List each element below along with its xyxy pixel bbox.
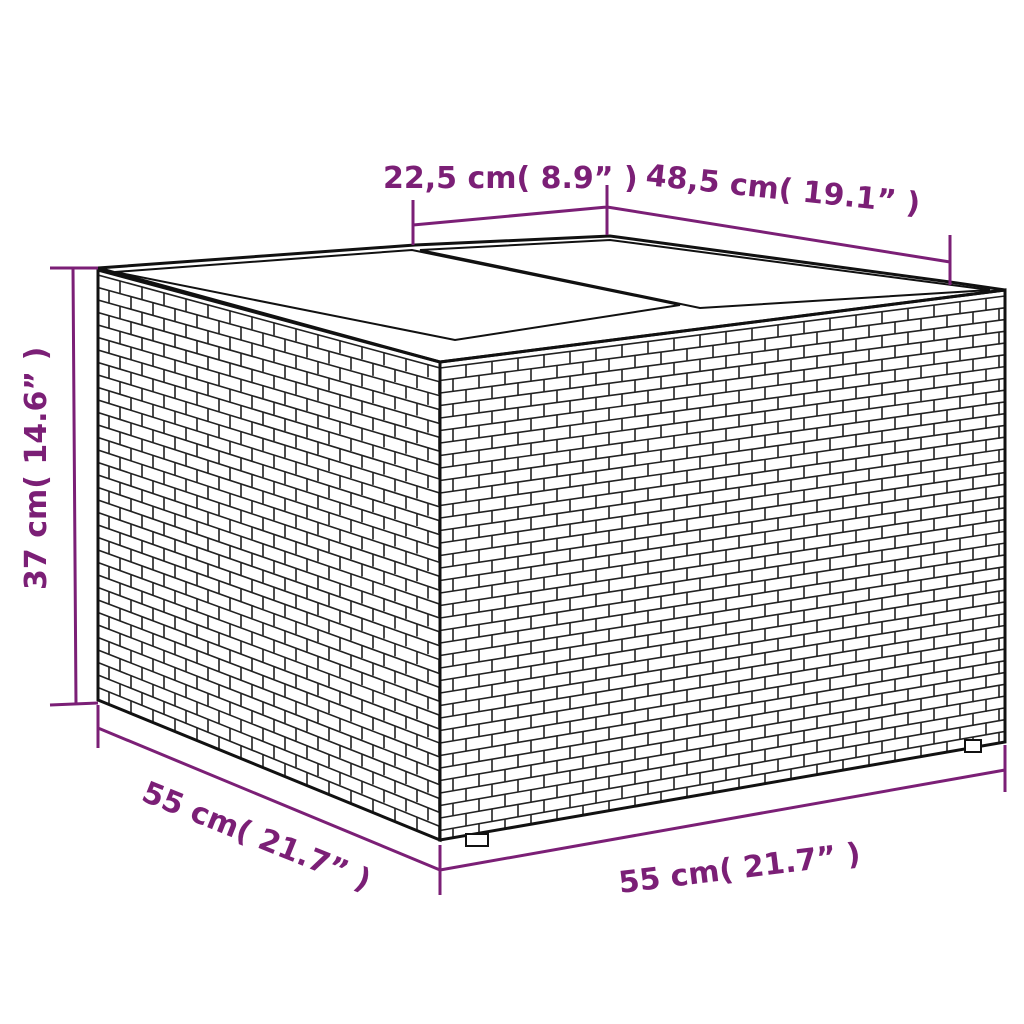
box-foot [465, 833, 489, 847]
dim-line-front-width [439, 745, 1007, 872]
label-height: 37 cm( 14.6” ) [19, 347, 54, 590]
label-front-width: 55 cm( 21.7” ) [617, 837, 863, 901]
dimension-lines [49, 185, 1007, 895]
box-foot [964, 739, 982, 753]
dim-line-lid-panel [411, 185, 609, 245]
box-front-face [438, 288, 1007, 842]
dim-line-height [49, 266, 99, 707]
label-lid-panel: 22,5 cm( 8.9” ) [383, 161, 638, 196]
label-top-depth: 48,5 cm( 19.1” ) [644, 158, 922, 222]
box-top-rim [97, 234, 1006, 364]
lid-left-panel [114, 248, 681, 342]
dim-line-top-depth [606, 205, 952, 285]
lid-right-panel [419, 238, 991, 310]
front-wicker-face [440, 295, 1005, 840]
